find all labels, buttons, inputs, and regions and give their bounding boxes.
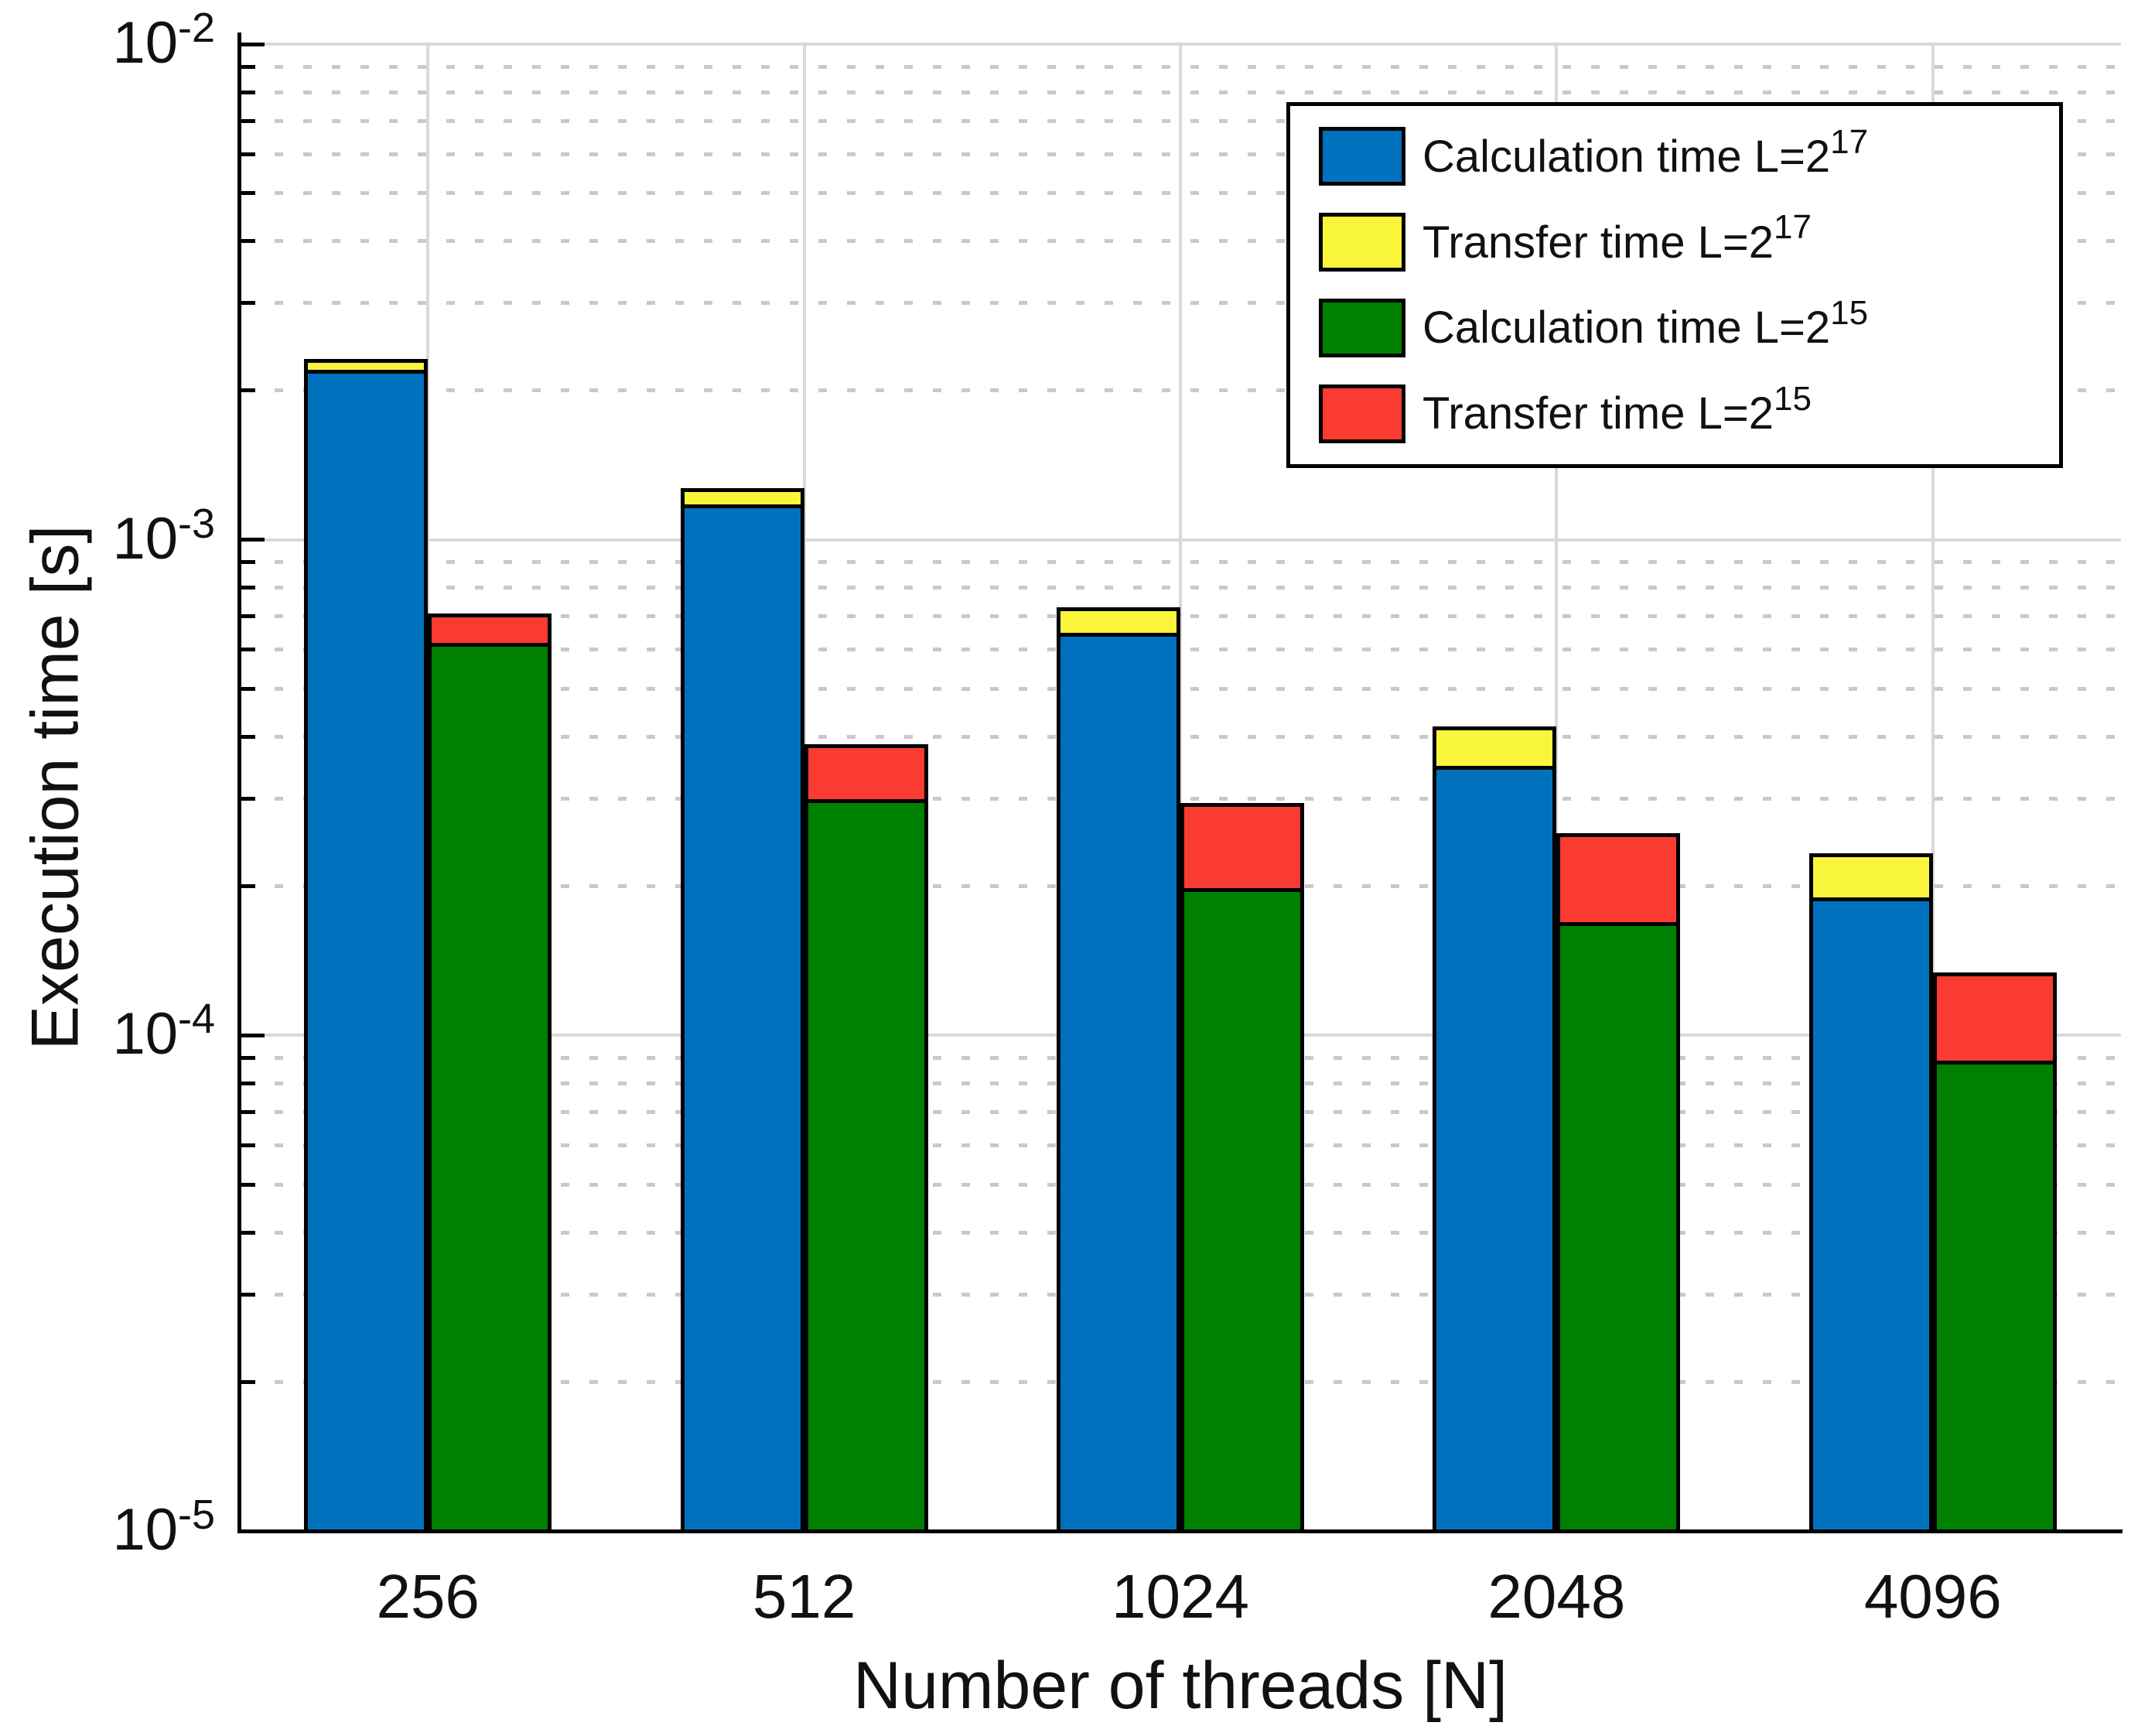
y-axis-label: Execution time [s] <box>18 525 93 1051</box>
bar-calculation-L17 <box>1057 632 1180 1533</box>
legend-swatch <box>1319 127 1405 186</box>
y-minor-tick <box>241 797 255 801</box>
y-tick-label-part: 10 <box>112 1496 178 1563</box>
x-tick-label: 512 <box>752 1562 856 1631</box>
x-axis-label: Number of threads [N] <box>852 1649 1508 1723</box>
bar-calculation-L15 <box>1556 922 1681 1533</box>
y-minor-tick <box>241 1182 255 1187</box>
y-tick-label: 10-5 <box>29 1492 215 1563</box>
minor-gridline <box>246 152 2119 156</box>
y-minor-tick <box>241 560 255 565</box>
minor-gridline <box>246 735 2119 740</box>
y-axis-line <box>237 32 241 1533</box>
legend-row: Transfer time L=215 <box>1319 380 2059 443</box>
legend-label: Transfer time L=217 <box>1422 208 1812 268</box>
minor-gridline <box>246 191 2119 196</box>
legend-swatch <box>1319 213 1405 272</box>
legend-label-part: Calculation time L=2 <box>1422 131 1831 182</box>
minor-gridline <box>246 64 2119 69</box>
x-tick-label: 4096 <box>1863 1562 2002 1631</box>
bar-calculation-L15 <box>1180 888 1304 1533</box>
legend-label: Transfer time L=215 <box>1422 380 1812 439</box>
bar-calculation-L15 <box>804 798 928 1533</box>
bar-calculation-L17 <box>1808 897 1933 1533</box>
minor-gridline <box>246 648 2119 652</box>
bar-calculation-L15 <box>428 642 552 1533</box>
y-minor-tick <box>241 735 255 740</box>
y-minor-tick <box>241 239 255 244</box>
legend-row: Calculation time L=215 <box>1319 294 2059 357</box>
y-minor-tick <box>241 118 255 123</box>
minor-gridline <box>246 301 2119 306</box>
legend: Calculation time L=217 Transfer time L=21… <box>1286 102 2063 468</box>
minor-gridline <box>246 388 2119 393</box>
minor-gridline <box>246 239 2119 244</box>
y-minor-tick <box>241 586 255 590</box>
legend-swatch <box>1319 298 1405 357</box>
y-tick-label-part: -2 <box>177 4 215 51</box>
y-minor-tick <box>241 388 255 393</box>
y-minor-tick <box>241 1292 255 1297</box>
y-minor-tick <box>241 301 255 306</box>
y-tick-label-part: -4 <box>177 996 215 1043</box>
x-axis-line <box>237 1529 2123 1533</box>
bar-calculation-L17 <box>1433 765 1557 1533</box>
x-tick-label: 2048 <box>1487 1562 1626 1631</box>
bar-calculation-L15 <box>1932 1060 2057 1533</box>
vertical-gridline <box>1931 44 1935 1531</box>
vertical-gridline <box>1555 44 1559 1531</box>
y-minor-tick <box>241 191 255 196</box>
vertical-gridline <box>1179 44 1182 1531</box>
minor-gridline <box>246 90 2119 94</box>
legend-label-part: 17 <box>1773 208 1812 247</box>
minor-gridline <box>246 560 2119 565</box>
y-minor-tick <box>241 1230 255 1235</box>
y-tick-label: 10-3 <box>29 500 215 572</box>
legend-label-part: Transfer time L=2 <box>1422 217 1774 268</box>
minor-gridline <box>246 118 2119 123</box>
y-tick-label: 10-2 <box>29 5 215 77</box>
x-tick-label: 256 <box>376 1562 480 1631</box>
legend-label-part: Calculation time L=2 <box>1422 302 1831 354</box>
y-tick-label-part: -5 <box>177 1491 215 1538</box>
y-minor-tick <box>241 64 255 69</box>
legend-label: Calculation time L=217 <box>1422 123 1868 183</box>
y-minor-tick <box>241 1081 255 1085</box>
y-minor-tick <box>241 883 255 888</box>
legend-label-part: 15 <box>1773 379 1812 418</box>
legend-label-part: 15 <box>1830 294 1869 333</box>
bar-calculation-L17 <box>680 504 804 1533</box>
y-major-tick <box>241 1529 265 1533</box>
x-tick-label: 1024 <box>1112 1562 1249 1631</box>
minor-gridline <box>246 586 2119 590</box>
y-minor-tick <box>241 1056 255 1061</box>
y-major-tick <box>241 538 265 542</box>
y-minor-tick <box>241 1143 255 1147</box>
y-tick-label-part: 10 <box>112 505 178 572</box>
y-major-tick <box>241 1033 265 1037</box>
legend-label: Calculation time L=215 <box>1422 294 1868 354</box>
minor-gridline <box>246 797 2119 801</box>
minor-gridline <box>246 614 2119 619</box>
y-tick-label: 10-4 <box>29 996 215 1068</box>
y-tick-label-part: -3 <box>177 500 215 547</box>
legend-row: Transfer time L=217 <box>1319 208 2059 272</box>
legend-label-part: 17 <box>1830 122 1869 161</box>
minor-gridline <box>246 687 2119 692</box>
y-minor-tick <box>241 614 255 619</box>
y-tick-label-part: 10 <box>112 1001 178 1068</box>
y-major-tick <box>241 42 265 46</box>
y-minor-tick <box>241 1379 255 1384</box>
bar-calculation-L17 <box>304 370 429 1533</box>
y-minor-tick <box>241 687 255 692</box>
legend-label-part: Transfer time L=2 <box>1422 388 1774 439</box>
y-minor-tick <box>241 648 255 652</box>
y-minor-tick <box>241 90 255 94</box>
y-minor-tick <box>241 152 255 156</box>
y-minor-tick <box>241 1110 255 1115</box>
legend-row: Calculation time L=217 <box>1319 123 2059 186</box>
legend-swatch <box>1319 384 1405 443</box>
y-tick-label-part: 10 <box>112 9 178 76</box>
